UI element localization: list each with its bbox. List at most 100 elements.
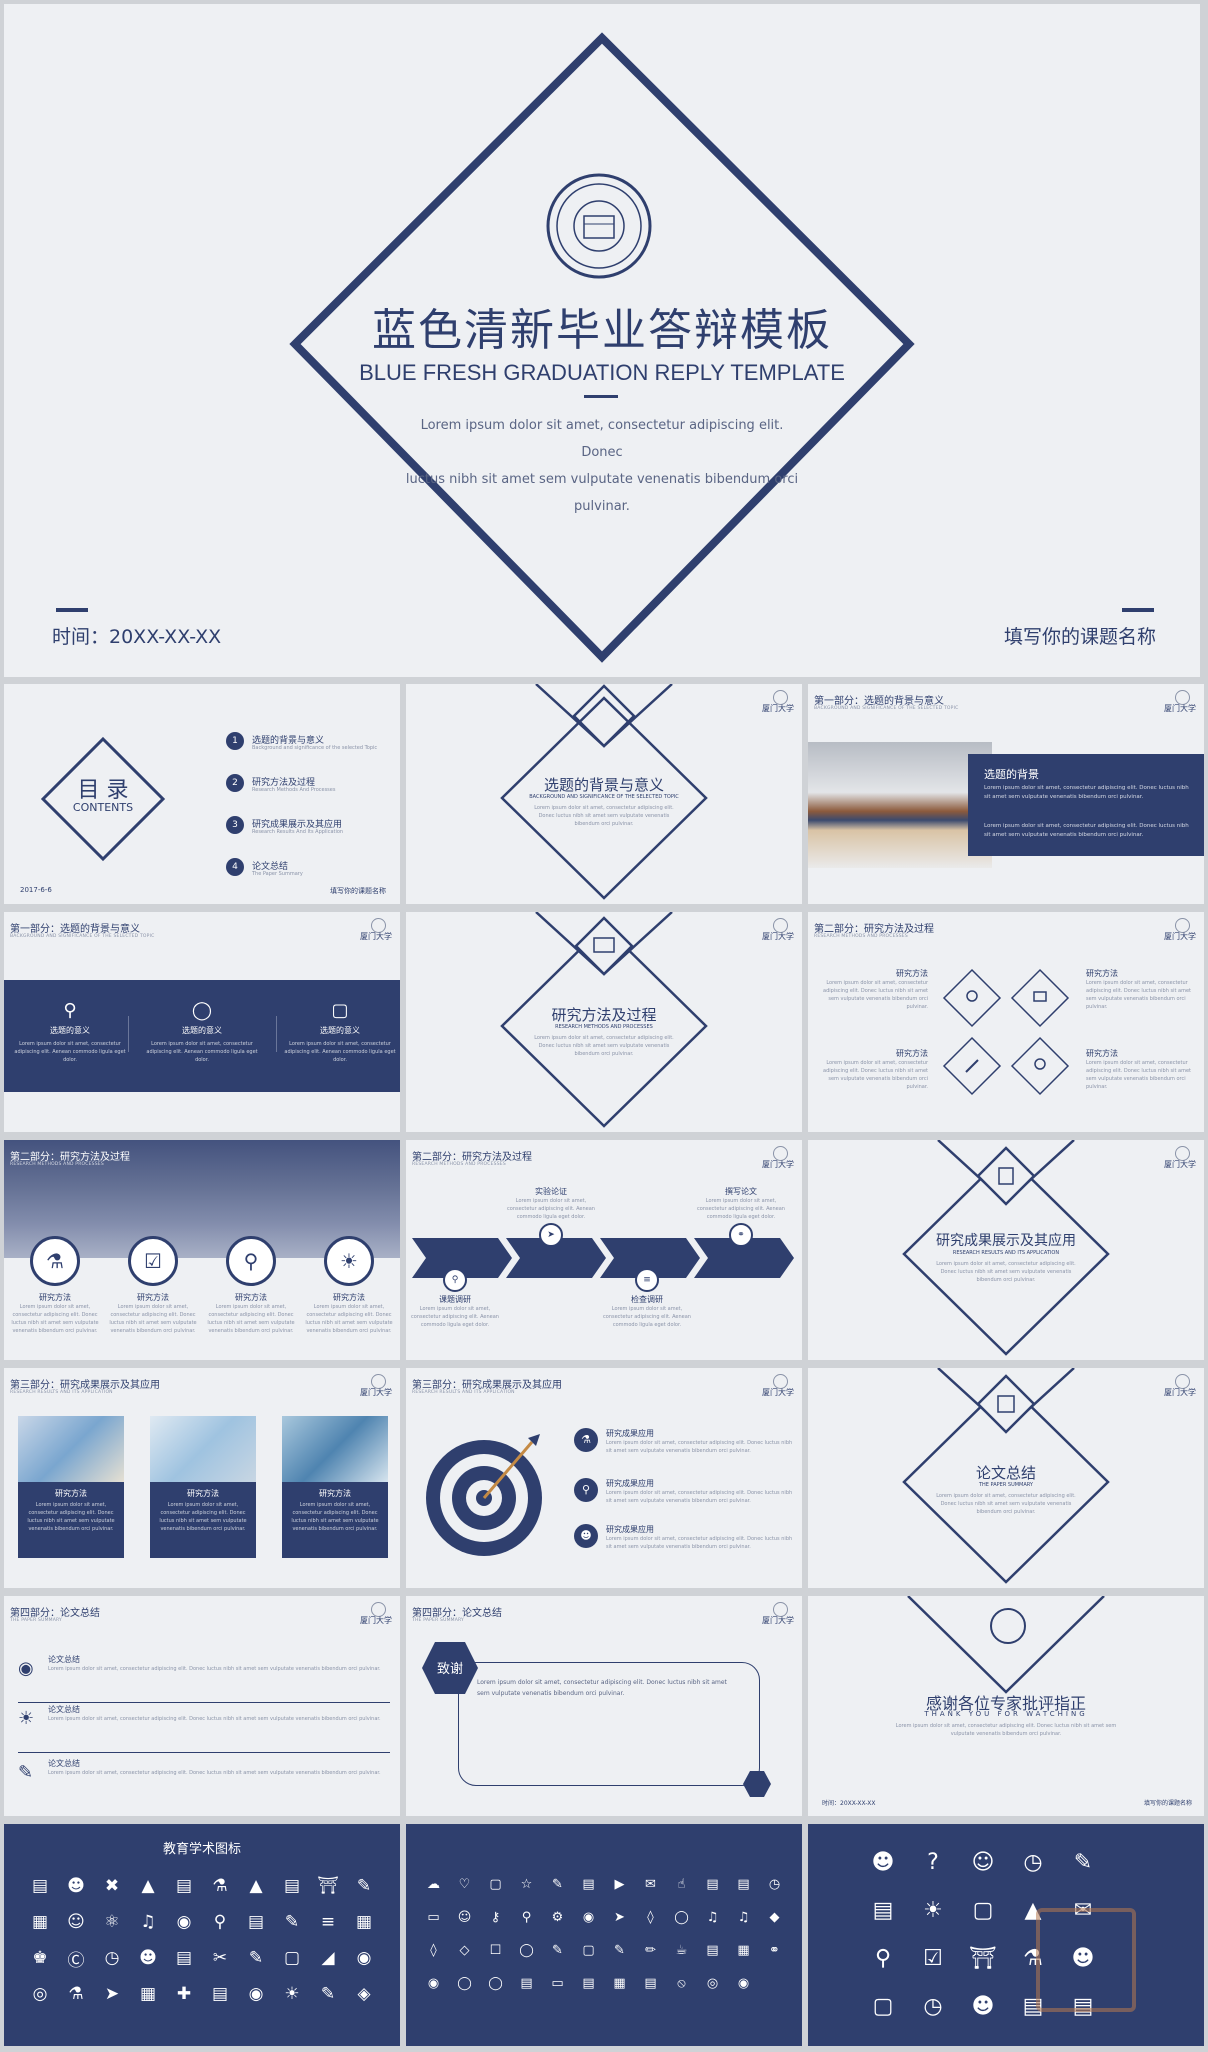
logo: 厦门大学: [1160, 918, 1196, 942]
thanks-frame: Lorem ipsum dolor sit amet, consectetur …: [458, 1662, 760, 1786]
lab-photo: [18, 1416, 124, 1482]
methods-photo-slide: 第二部分：研究方法及过程 RESEARCH METHODS AND PROCES…: [4, 1140, 400, 1360]
slide-header-sub: THE PAPER SUMMARY: [412, 1618, 465, 1623]
icon-grid: ☁ ♡ ▢ ☆ ✎ ▤ ▶ ✉ ☝ ▤ ▤ ◷ ▭ ☺ ⚷ ⚲ ⚙ ◉ ➤ ◊ ◯ ♫ ♫ ◆ ◊ ◇ ☐ ◯ ✎ ▢ ✎ ✏ ☕ ▤ ▦ ⚭ ◉…: [418, 1868, 790, 2000]
slide-header-sub: RESEARCH RESULTS AND ITS APPLICATION: [412, 1390, 515, 1395]
slide-header: 第三部分：研究成果展示及其应用: [412, 1380, 562, 1391]
book-icon: ▤: [31, 1876, 49, 1896]
divider: [128, 1016, 129, 1052]
method-item: 研究方法 Lorem ipsum dolor sit amet, consect…: [816, 968, 928, 1011]
result-card: 研究方法 Lorem ipsum dolor sit amet, consect…: [18, 1416, 124, 1558]
process-step-text: Lorem ipsum dolor sit amet, consectetur …: [507, 1198, 595, 1220]
process-step: 实验论证 Lorem ipsum dolor sit amet, consect…: [506, 1186, 596, 1247]
atom-icon: ⚛: [104, 1912, 120, 1932]
cover-slide: 蓝色清新毕业答辩模板 BLUE FRESH GRADUATION REPLY T…: [4, 4, 1200, 677]
flask-icon: ⚲: [226, 1236, 276, 1286]
toc-item[interactable]: 2 研究方法及过程 Research Methods And Processes: [226, 774, 396, 816]
process-step-title: 实验论证: [535, 1187, 567, 1196]
significance-band: ⚲ 选题的意义 Lorem ipsum dolor sit amet, cons…: [4, 980, 400, 1092]
logo: 厦门大学: [758, 1374, 794, 1398]
slide-header: 第三部分：研究成果展示及其应用: [10, 1380, 160, 1391]
significance-item: ▢ 选题的意义 Lorem ipsum dolor sit amet, cons…: [284, 1000, 396, 1064]
paint-icon: ◈: [357, 1984, 371, 2004]
toc-sub: Research Methods And Processes: [252, 787, 336, 793]
slide-header: 第四部分：论文总结: [412, 1608, 502, 1619]
data-icon: ≡: [635, 1268, 659, 1292]
files-icon: ▤: [644, 1976, 657, 1991]
thanks-text: Lorem ipsum dolor sit amet, consectetur …: [477, 1679, 727, 1697]
tag-icon: ◊: [430, 1943, 437, 1958]
method-photo-title: 研究方法: [39, 1293, 71, 1302]
toc-num: 2: [226, 774, 244, 792]
process-step-title: 撰写论文: [725, 1187, 757, 1196]
ruler-icon: ✖: [104, 1876, 120, 1896]
method-item: 研究方法 Lorem ipsum dolor sit amet, consect…: [816, 1048, 928, 1091]
logo-text: 厦门大学: [360, 932, 392, 941]
logo: 厦门大学: [758, 1146, 794, 1170]
section4-title: 论文总结: [975, 1464, 1036, 1482]
alarm-clock-icon: ◷: [1023, 1849, 1043, 1875]
toc-diamond: [40, 736, 166, 862]
summary-item: ✎ 论文总结 Lorem ipsum dolor sit amet, conse…: [18, 1758, 390, 1806]
method-photo-text: Lorem ipsum dolor sit amet, consectetur …: [11, 1304, 99, 1334]
monitor-icon: ▢: [331, 1000, 349, 1021]
reading-icon: ☻: [1071, 1945, 1095, 1971]
student-icon: ☺: [67, 1912, 85, 1932]
mail-icon: ✉: [645, 1877, 656, 1892]
thumbs-up-icon: ☝: [677, 1877, 686, 1892]
triangle-ruler-icon: ◢: [321, 1948, 335, 1968]
result-apply-title: 研究成果应用: [606, 1429, 654, 1438]
microscope-icon: ⚗: [574, 1428, 598, 1452]
blackboard-icon: ▤: [175, 1876, 193, 1896]
slide-header-sub: THE PAPER SUMMARY: [10, 1618, 63, 1623]
result-card-title: 研究方法: [319, 1489, 351, 1498]
graduate-icon: ☺: [971, 1849, 995, 1875]
method-photo-item: ☀ 研究方法 Lorem ipsum dolor sit amet, conse…: [304, 1236, 394, 1335]
compass-icon: ✚: [176, 1984, 192, 2004]
picture-icon: ▤: [706, 1877, 719, 1892]
toc-item[interactable]: 4 论文总结 The Paper Summary: [226, 858, 396, 900]
flask-icon: ⚲: [213, 1912, 227, 1932]
lab-icon: ⚲: [874, 1945, 892, 1971]
toc-item[interactable]: 3 研究成果展示及其应用 Research Results And Its Ap…: [226, 816, 396, 858]
speaker-icon: ♫: [737, 1910, 750, 1925]
divider: [276, 1016, 277, 1052]
toc-item[interactable]: 1 选题的背景与意义 Background and significance o…: [226, 732, 396, 774]
result-card-text: Lorem ipsum dolor sit amet, consectetur …: [291, 1502, 379, 1532]
section1-sub: BACKGROUND AND SIGNIFICANCE OF THE SELEC…: [529, 794, 679, 800]
apple-icon: ☀: [324, 1236, 374, 1286]
method-item-title: 研究方法: [1086, 969, 1118, 978]
logo: 厦门大学: [1160, 1146, 1196, 1170]
thanks-title: 感谢各位专家批评指正: [925, 1694, 1086, 1713]
result-apply-item: ⚗ 研究成果应用 Lorem ipsum dolor sit amet, con…: [574, 1428, 794, 1455]
toc-sub: Background and significance of the selec…: [252, 745, 378, 751]
reading-icon: ☻: [139, 1948, 157, 1968]
logo-text: 厦门大学: [1164, 932, 1196, 941]
database-icon: ◯: [674, 1910, 689, 1925]
presenter-icon: ☻: [971, 1993, 995, 2019]
summary-item-text: Lorem ipsum dolor sit amet, consectetur …: [48, 1666, 381, 1672]
eye-icon: ◉: [427, 1976, 440, 1991]
cover-frame: [289, 32, 915, 663]
edit-icon: ✎: [1073, 1849, 1093, 1875]
video-icon: ▶: [614, 1877, 625, 1892]
search-icon: ⚲: [521, 1910, 532, 1925]
icon-sheet-2: ☁ ♡ ▢ ☆ ✎ ▤ ▶ ✉ ☝ ▤ ▤ ◷ ▭ ☺ ⚷ ⚲ ⚙ ◉ ➤ ◊ ◯ ♫ ♫ ◆ ◊ ◇ ☐ ◯ ✎ ▢ ✎ ✏ ☕ ▤ ▦ ⚭ ◉…: [406, 1824, 802, 2046]
section1-diamonds: [500, 684, 708, 900]
certificate-icon: ▤: [283, 1876, 301, 1896]
significance-item-title: 选题的意义: [320, 1026, 360, 1035]
background-box-text: Lorem ipsum dolor sit amet, consectetur …: [984, 823, 1189, 838]
thanks-badge: 致谢: [436, 1662, 463, 1677]
section1-title: 选题的背景与意义: [543, 776, 664, 794]
globe-icon: ◉: [18, 1658, 34, 1679]
result-card: 研究方法 Lorem ipsum dolor sit amet, consect…: [282, 1416, 388, 1558]
spacer: [759, 1967, 790, 2000]
date-accent-bar: [56, 608, 88, 612]
search-icon: ⚲: [63, 1000, 77, 1021]
toc-title: 目 录: [77, 778, 129, 803]
logo: 厦门大学: [758, 690, 794, 714]
cup-icon: ☕: [675, 1943, 688, 1958]
open-book-icon: ▤: [247, 1912, 265, 1932]
result-card-text: Lorem ipsum dolor sit amet, consectetur …: [159, 1502, 247, 1532]
logo-text: 厦门大学: [762, 1616, 794, 1625]
